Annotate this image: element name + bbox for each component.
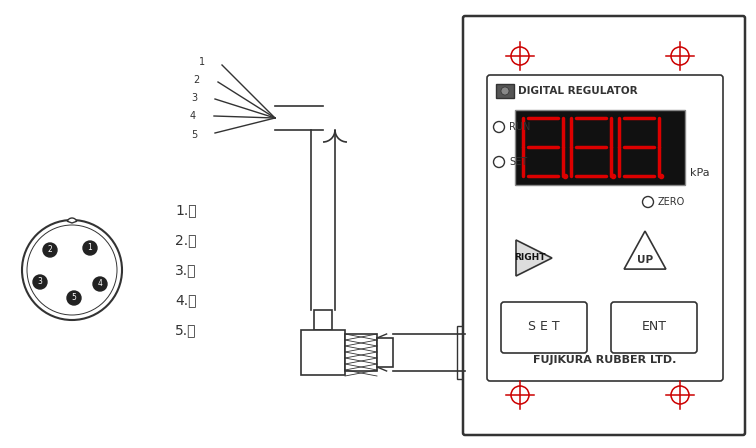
Text: 4.黑: 4.黑 (175, 293, 197, 307)
Circle shape (67, 291, 81, 305)
Text: S E T: S E T (528, 320, 559, 333)
Text: kPa: kPa (690, 168, 710, 178)
Circle shape (93, 277, 107, 291)
Text: 2: 2 (48, 246, 52, 254)
Text: 3.蓝: 3.蓝 (175, 263, 197, 277)
Text: 5: 5 (191, 130, 197, 140)
Circle shape (33, 275, 47, 289)
Bar (457, 326, 465, 379)
Text: 1: 1 (199, 57, 205, 67)
Circle shape (43, 243, 57, 257)
Text: ZERO: ZERO (658, 197, 685, 207)
Circle shape (501, 87, 509, 95)
Bar (301, 330, 345, 375)
Text: 3: 3 (38, 277, 42, 287)
Text: 1: 1 (88, 244, 92, 253)
Text: FUJIKURA RUBBER LTD.: FUJIKURA RUBBER LTD. (533, 355, 677, 365)
Text: RIGHT: RIGHT (514, 254, 546, 263)
Bar (314, 310, 332, 330)
Polygon shape (624, 231, 666, 269)
Bar (377, 338, 393, 367)
Text: DIGITAL REGULATOR: DIGITAL REGULATOR (518, 86, 637, 96)
FancyBboxPatch shape (487, 75, 723, 381)
FancyBboxPatch shape (611, 302, 697, 353)
Text: 1.棕: 1.棕 (175, 203, 197, 217)
Text: SET: SET (509, 157, 527, 167)
Text: 5: 5 (72, 293, 76, 302)
Polygon shape (516, 240, 552, 276)
Bar (515, 110, 685, 185)
Text: 5.灰: 5.灰 (175, 323, 197, 337)
Text: 2: 2 (194, 75, 200, 85)
Text: 3: 3 (191, 93, 197, 103)
Bar (496, 84, 514, 98)
Bar (345, 334, 377, 371)
Wedge shape (67, 218, 76, 223)
Text: RUN: RUN (509, 122, 531, 132)
FancyBboxPatch shape (463, 16, 745, 435)
Text: ENT: ENT (642, 320, 667, 333)
Circle shape (83, 241, 97, 255)
Text: 2.白: 2.白 (175, 233, 197, 247)
Text: UP: UP (637, 255, 653, 265)
FancyBboxPatch shape (501, 302, 587, 353)
Text: 4: 4 (98, 280, 102, 289)
Text: 4: 4 (190, 111, 196, 121)
